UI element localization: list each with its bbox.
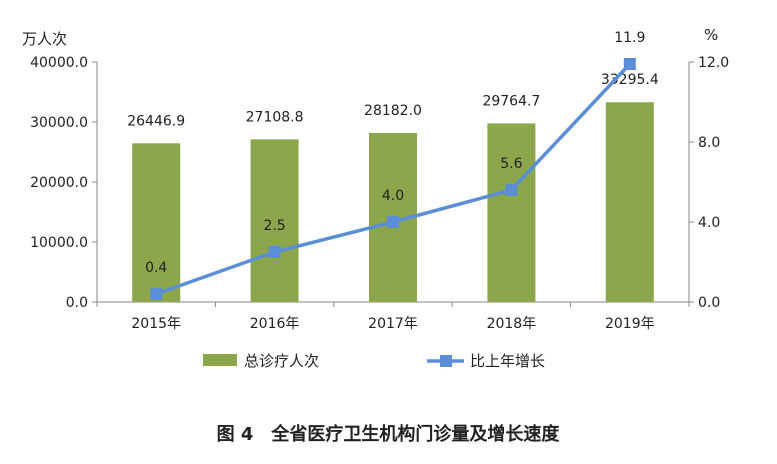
bar-data-label: 28182.0 — [364, 103, 422, 119]
x-tick-label: 2018年 — [487, 316, 537, 332]
chart-title: 图 4 全省医疗卫生机构门诊量及增长速度 — [217, 423, 561, 445]
line-data-label: 2.5 — [263, 218, 285, 234]
line-data-label: 11.9 — [614, 30, 645, 46]
bar — [250, 139, 299, 302]
x-tick-label: 2017年 — [368, 316, 418, 332]
line-marker — [268, 246, 281, 258]
x-tick-label: 2019年 — [605, 316, 655, 332]
y2-tick-label: 8.0 — [698, 135, 720, 151]
y-tick-label: 0.0 — [66, 295, 88, 311]
line-data-label: 0.4 — [145, 260, 167, 276]
bar — [605, 102, 654, 302]
bar — [132, 143, 181, 302]
y-tick-label: 40000.0 — [30, 55, 88, 71]
legend-swatch-bar — [203, 354, 237, 366]
y-axis-label: 万人次 — [22, 30, 67, 48]
legend-label-bar: 总诊疗人次 — [244, 352, 319, 370]
y2-tick-label: 0.0 — [698, 295, 720, 311]
y-tick-label: 20000.0 — [30, 175, 88, 191]
legend-label-line: 比上年增长 — [470, 352, 545, 370]
x-tick-label: 2015年 — [131, 316, 181, 332]
y-tick-label: 30000.0 — [30, 115, 88, 131]
legend: 总诊疗人次 比上年增长 — [203, 352, 545, 370]
bar-data-label: 33295.4 — [601, 72, 659, 88]
line-marker — [505, 184, 518, 196]
bar-data-label: 27108.8 — [246, 109, 304, 125]
line-marker — [150, 288, 163, 300]
line-data-label: 4.0 — [382, 188, 404, 204]
line-marker — [387, 216, 399, 228]
line-data-label: 5.6 — [500, 156, 522, 172]
y2-tick-label: 4.0 — [698, 215, 720, 231]
bar — [487, 123, 536, 302]
bar-data-label: 26446.9 — [127, 113, 185, 129]
bar-data-label: 29764.7 — [482, 93, 540, 109]
line-marker — [623, 58, 636, 70]
legend-swatch-marker — [440, 355, 452, 367]
y-tick-label: 10000.0 — [30, 235, 88, 251]
y2-axis-label: % — [704, 26, 718, 44]
x-tick-label: 2016年 — [250, 316, 300, 332]
y2-tick-label: 12.0 — [698, 55, 729, 71]
